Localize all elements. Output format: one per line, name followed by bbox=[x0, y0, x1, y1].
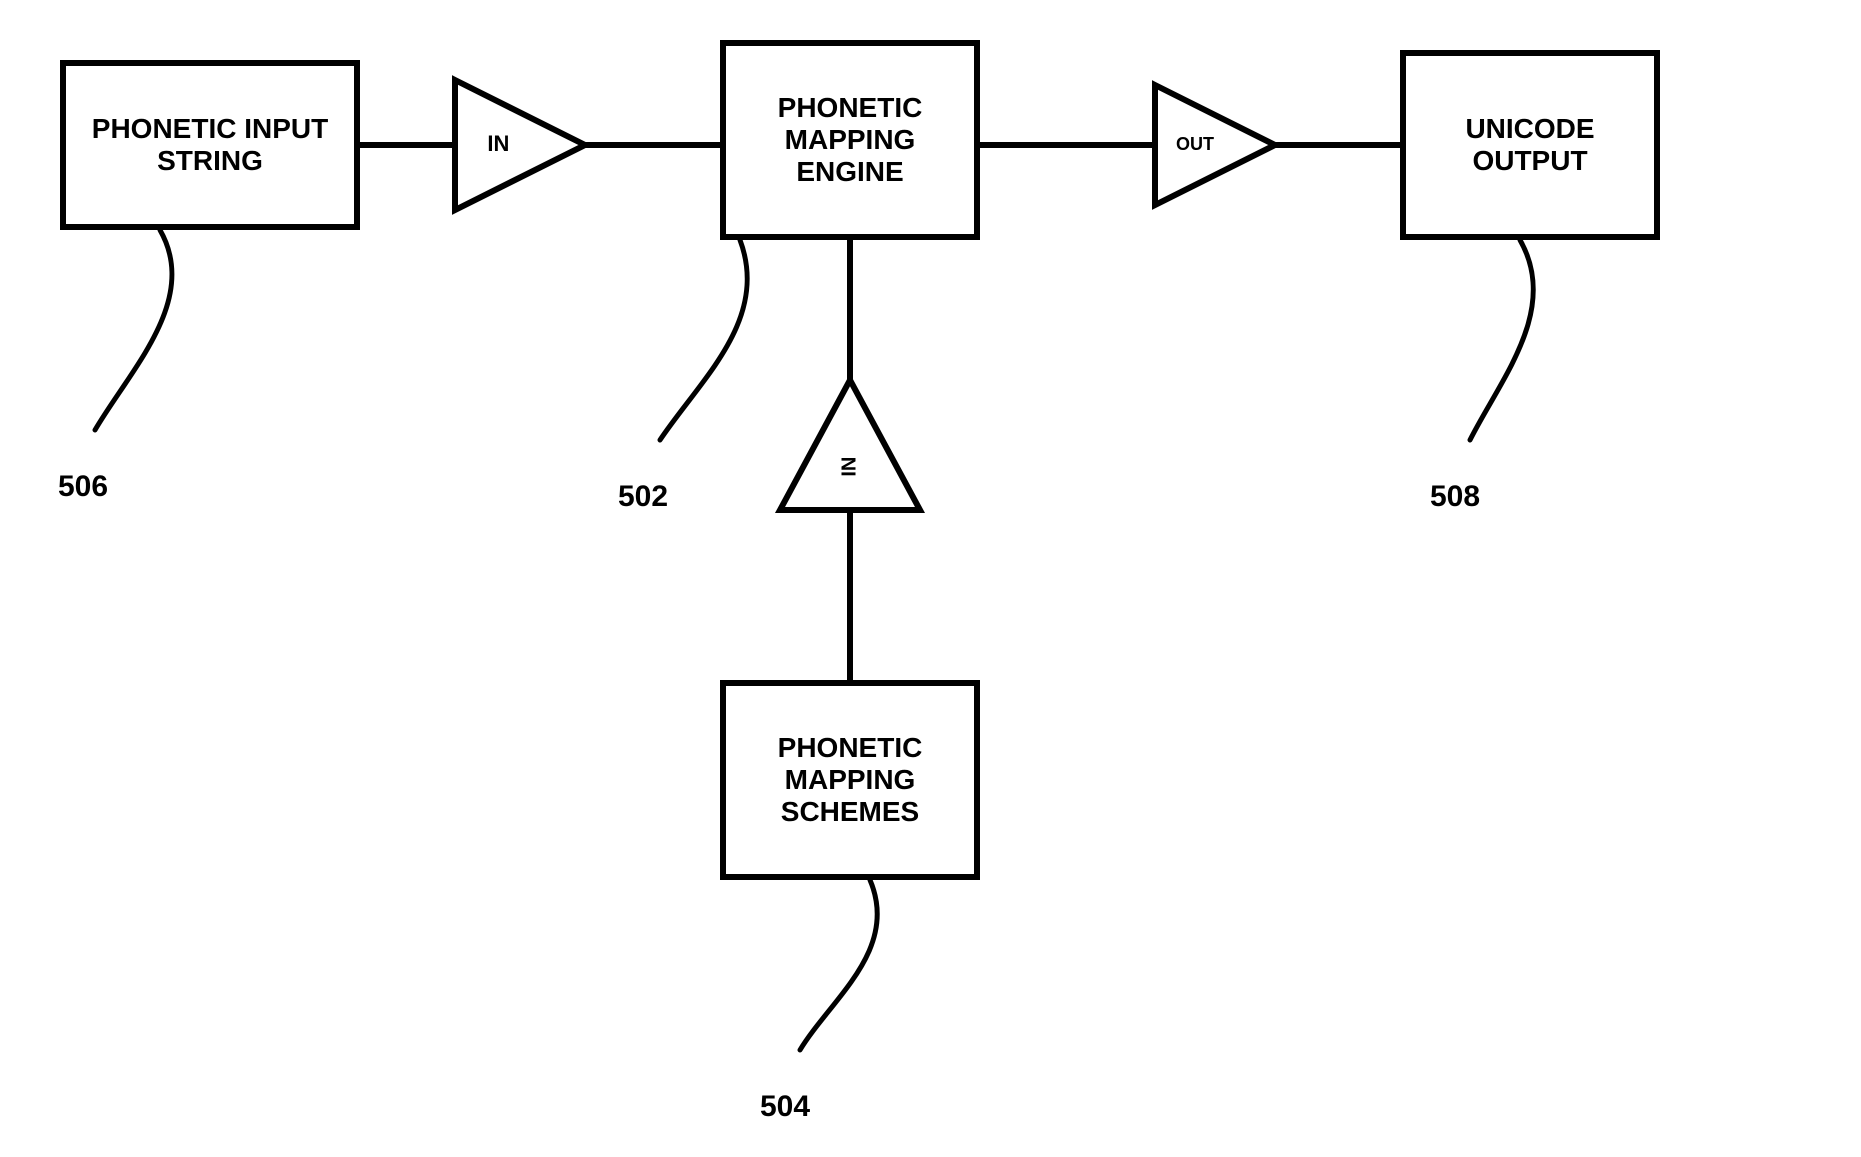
reference-label-504: 504 bbox=[760, 1090, 810, 1124]
callout-curves bbox=[95, 230, 1533, 1050]
unicode-output-box: UNICODEOUTPUT bbox=[1400, 50, 1660, 240]
in-triangle-up bbox=[780, 380, 920, 510]
callout-506 bbox=[95, 230, 172, 430]
callout-502 bbox=[660, 240, 747, 440]
diagram-canvas: PHONETIC INPUTSTRING PHONETICMAPPINGENGI… bbox=[0, 0, 1861, 1157]
callout-508 bbox=[1470, 240, 1533, 440]
phonetic-mapping-schemes-box: PHONETICMAPPINGSCHEMES bbox=[720, 680, 980, 880]
out-triangle bbox=[1155, 85, 1275, 205]
reference-label-506: 506 bbox=[58, 470, 108, 504]
reference-label-502: 502 bbox=[618, 480, 668, 514]
out-triangle-label: OUT bbox=[1176, 134, 1214, 154]
in-triangle-left-label: IN bbox=[487, 131, 509, 156]
in-triangle-left bbox=[455, 80, 585, 210]
callout-504 bbox=[800, 880, 877, 1050]
phonetic-mapping-engine-box: PHONETICMAPPINGENGINE bbox=[720, 40, 980, 240]
reference-label-508: 508 bbox=[1430, 480, 1480, 514]
phonetic-input-string-box: PHONETIC INPUTSTRING bbox=[60, 60, 360, 230]
in-triangle-up-label: IN bbox=[838, 457, 860, 477]
